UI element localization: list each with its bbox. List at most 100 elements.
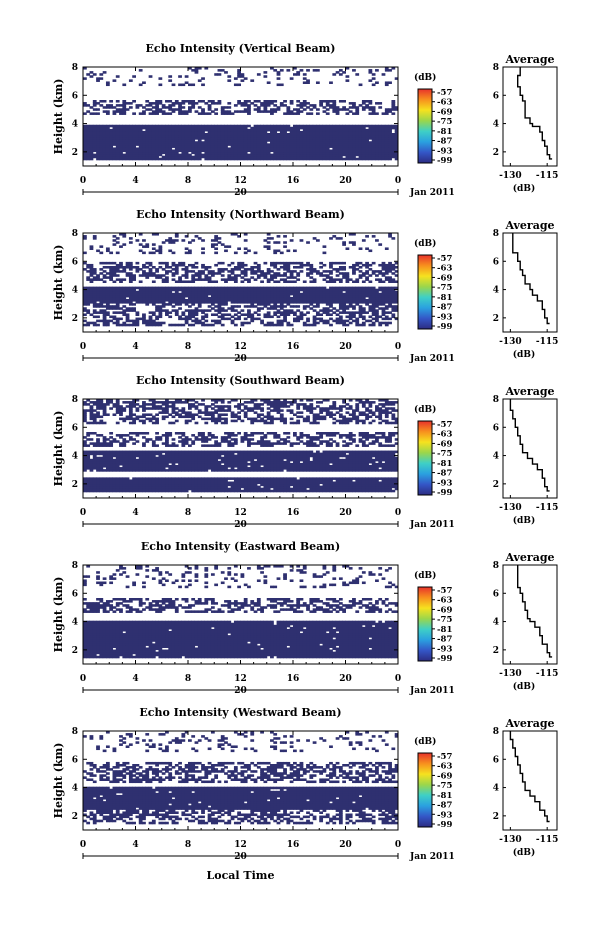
echo-cell [250,481,255,485]
echo-cell [99,157,104,161]
echo-cell [92,323,97,327]
echo-cell [191,157,196,161]
echo-cell [188,270,192,273]
echo-cell [135,143,140,146]
echo-cell [109,301,114,304]
echo-cell [381,321,386,325]
echo-cell [96,274,100,277]
echo-cell [276,301,281,304]
echo-cell [115,292,120,296]
echo-cell [83,251,87,255]
echo-cell [338,137,343,140]
echo-cell [250,477,255,480]
echo-cell [394,141,399,144]
echo-cell [210,292,215,296]
echo-cell [237,292,241,296]
echo-cell [335,261,340,265]
echo-cell [299,313,304,316]
echo-cell [338,301,343,304]
echo-cell [237,143,241,146]
echo-cell [378,272,383,275]
echo-cell [99,469,104,472]
echo-cell [296,274,301,277]
echo-cell [338,155,343,159]
echo-cell [145,155,150,159]
echo-cell [151,286,156,290]
echo-cell [250,139,255,142]
echo-cell [184,317,189,321]
echo-cell [145,288,150,292]
echo-cell [371,479,376,482]
echo-cell [145,133,150,136]
echo-cell [158,323,163,327]
echo-cell [171,274,176,277]
echo-cell [109,467,114,470]
echo-cell [142,110,146,113]
echo-cell [119,151,123,155]
echo-cell [253,130,258,134]
echo-cell [197,126,202,130]
echo-cell [233,483,238,487]
echo-cell [240,481,245,485]
echo-cell [391,126,396,130]
echo-cell [260,130,264,134]
echo-cell [365,151,369,155]
echo-cell [155,276,159,279]
echo-cell [355,139,360,142]
echo-cell [322,251,327,255]
echo-cell [201,481,205,485]
echo-cell [250,288,255,292]
echo-cell [332,102,337,105]
echo-cell [289,102,294,105]
echo-cell [155,153,159,157]
echo-cell [122,233,127,236]
echo-cell [96,102,100,105]
echo-cell [230,305,235,308]
echo-cell [348,141,353,144]
echo-cell [125,487,130,491]
echo-cell [394,77,399,80]
echo-cell [214,469,219,472]
echo-cell [315,294,320,298]
echo-cell [174,235,179,238]
echo-cell [384,157,389,161]
echo-cell [197,124,202,128]
echo-cell [230,112,235,115]
echo-cell [89,286,94,290]
echo-cell [345,133,350,136]
echo-cell [204,489,209,493]
echo-cell [384,266,389,269]
echo-cell [247,139,251,142]
echo-cell [89,130,94,134]
echo-cell [122,106,127,109]
echo-cell [368,481,373,485]
echo-cell [306,294,310,298]
echo-cell [83,235,87,238]
echo-cell [132,124,136,128]
echo-cell [99,145,104,148]
echo-cell [230,487,235,491]
echo-cell [89,485,94,489]
echo-cell [188,301,192,304]
echo-cell [233,128,238,132]
echo-cell [381,307,386,310]
echo-cell [279,299,284,302]
echo-cell [266,479,271,482]
echo-cell [342,149,346,153]
echo-cell [122,133,127,136]
echo-cell [368,249,373,253]
echo-cell [315,301,320,304]
echo-cell [332,299,337,302]
month-year-label: Jan 2011 [409,354,455,364]
echo-cell [102,280,107,283]
echo-cell [112,477,117,480]
echo-cell [381,303,386,306]
echo-cell [204,485,209,489]
echo-cell [184,290,189,294]
echo-cell [283,124,287,128]
echo-cell [279,153,284,157]
echo-cell [201,309,205,312]
echo-cell [220,126,225,130]
echo-cell [345,477,350,480]
echo-cell [381,479,386,482]
